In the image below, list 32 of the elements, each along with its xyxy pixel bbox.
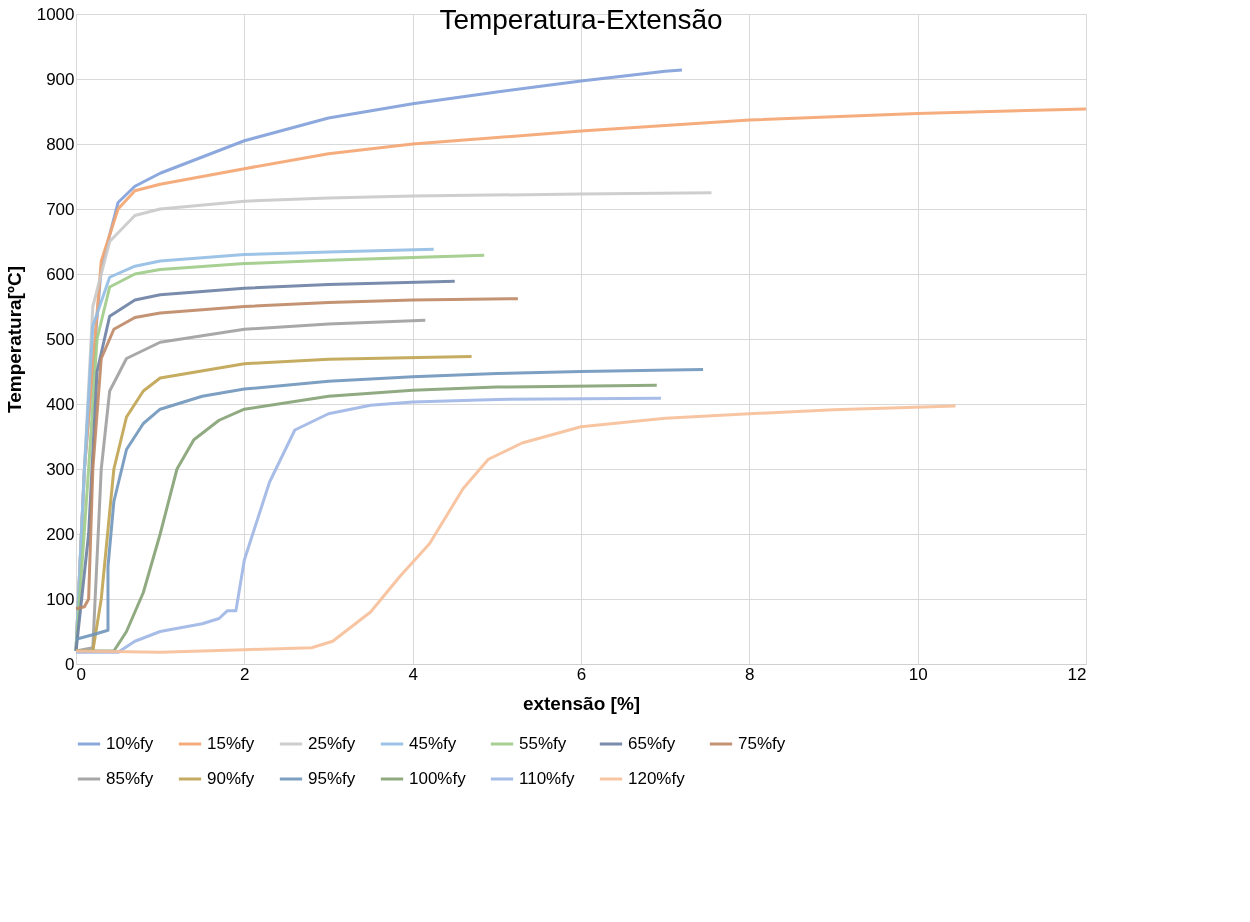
y-tick-label: 100 — [46, 589, 75, 609]
x-tick-label: 4 — [408, 664, 418, 684]
x-axis-title: extensão [%] — [522, 692, 641, 714]
legend-label: 75%fy — [738, 734, 786, 753]
legend-label: 110%fy — [519, 769, 575, 788]
x-tick-label: 8 — [745, 664, 755, 684]
x-tick-label: 10 — [908, 664, 928, 684]
y-tick-label: 900 — [46, 69, 75, 89]
x-tick-label: 12 — [1067, 664, 1087, 684]
y-tick-label: 500 — [46, 329, 75, 349]
legend-label: 15%fy — [207, 734, 255, 753]
y-axis-title: Temperatura[ºC] — [3, 266, 25, 413]
legend-label: 100%fy — [409, 769, 467, 788]
y-tick-label: 800 — [46, 134, 75, 154]
legend-label: 25%fy — [308, 734, 356, 753]
y-tick-label: 400 — [46, 394, 75, 414]
legend-label: 55%fy — [519, 734, 567, 753]
legend-label: 95%fy — [308, 769, 356, 788]
x-tick-label: 6 — [576, 664, 587, 684]
legend-label: 120%fy — [628, 769, 686, 788]
legend-label: 45%fy — [409, 734, 457, 753]
legend-label: 85%fy — [106, 769, 154, 788]
legend-label: 90%fy — [207, 769, 255, 788]
x-tick-label: 2 — [240, 664, 250, 684]
y-tick-label: 200 — [46, 524, 75, 544]
y-tick-label: 1000 — [36, 4, 75, 24]
y-tick-label: 700 — [46, 199, 75, 219]
legend-label: 65%fy — [628, 734, 676, 753]
y-tick-label: 300 — [46, 459, 75, 479]
y-tick-label: 600 — [46, 264, 75, 284]
chart-title: Temperatura-Extensão — [439, 4, 723, 35]
legend-label: 10%fy — [106, 734, 154, 753]
